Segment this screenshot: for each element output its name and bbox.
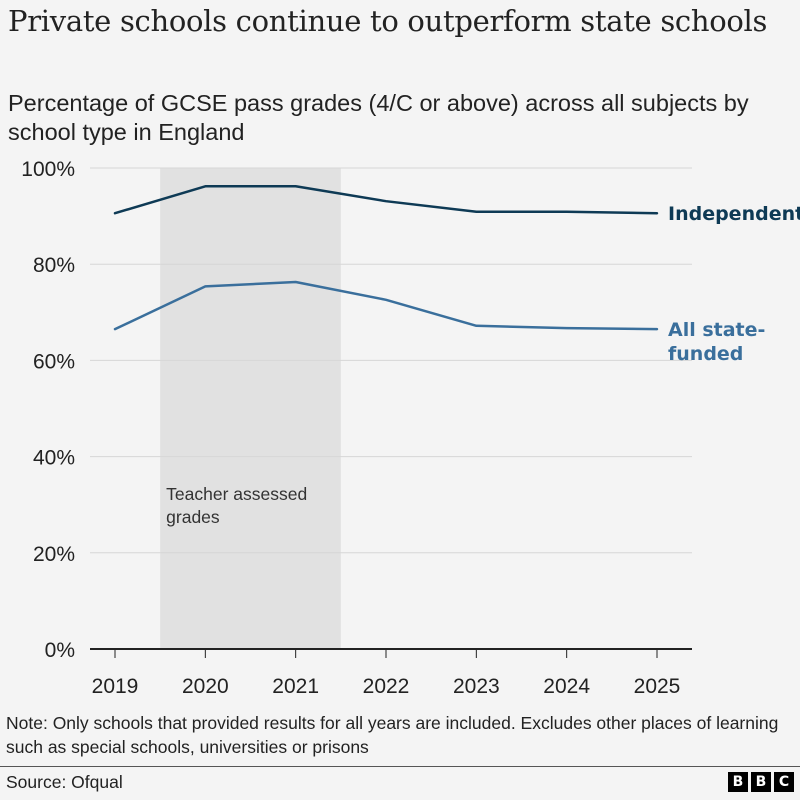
annotation-label-line: Teacher assessed bbox=[166, 484, 307, 504]
series-label-line: funded bbox=[668, 343, 743, 365]
footer-divider bbox=[0, 766, 800, 767]
y-tick-label: 80% bbox=[33, 254, 75, 277]
y-tick-label: 0% bbox=[45, 639, 75, 662]
gridlines bbox=[90, 167, 692, 554]
series-label-line: All state- bbox=[668, 319, 765, 341]
bbc-logo-letter: B bbox=[751, 772, 771, 792]
line-chart: Teacher assessed grades 0% 20% 40% 60% 80% 100… bbox=[21, 158, 800, 698]
x-tick-label: 2023 bbox=[453, 675, 500, 698]
x-tick-label: 2025 bbox=[634, 675, 681, 698]
y-tick-label: 20% bbox=[33, 543, 75, 566]
x-tick-label: 2020 bbox=[182, 675, 229, 698]
bbc-logo: B B C bbox=[728, 772, 794, 792]
x-tick-label: 2021 bbox=[272, 675, 319, 698]
series-line-all-state-funded bbox=[113, 280, 659, 331]
y-tick-label: 40% bbox=[33, 447, 75, 470]
y-axis-tick-labels: 0% 20% 40% 60% 80% 100% bbox=[21, 158, 75, 662]
chart-title: Private schools continue to outperform s… bbox=[8, 4, 768, 38]
chart-subtitle: Percentage of GCSE pass grades (4/C or a… bbox=[8, 90, 749, 145]
y-tick-label: 100% bbox=[21, 158, 75, 181]
teacher-assessed-shaded-region bbox=[160, 168, 341, 649]
chart-note: Note: Only schools that provided results… bbox=[6, 713, 779, 757]
annotation-label-line: grades bbox=[166, 507, 220, 527]
bbc-logo-letter: B bbox=[728, 772, 748, 792]
series-line-independent bbox=[113, 185, 659, 215]
y-tick-label: 60% bbox=[33, 350, 75, 373]
x-tick-label: 2022 bbox=[363, 675, 410, 698]
series-label-all-state-funded: All state-funded bbox=[668, 319, 765, 365]
x-tick-label: 2019 bbox=[92, 675, 139, 698]
series-label-independent: Independent bbox=[668, 203, 800, 225]
series-labels: Independent All state-funded bbox=[668, 203, 800, 365]
series-lines bbox=[113, 185, 659, 331]
source-text: Source: Ofqual bbox=[6, 772, 123, 792]
shaded-region-layer: Teacher assessed grades bbox=[160, 168, 341, 649]
annotation-label: Teacher assessed grades bbox=[166, 484, 307, 527]
bbc-logo-letter: C bbox=[774, 772, 794, 792]
series-label-line: Independent bbox=[668, 203, 800, 225]
x-axis: 2019 2020 2021 2022 2023 2024 2025 bbox=[90, 648, 692, 698]
x-tick-label: 2024 bbox=[543, 675, 590, 698]
